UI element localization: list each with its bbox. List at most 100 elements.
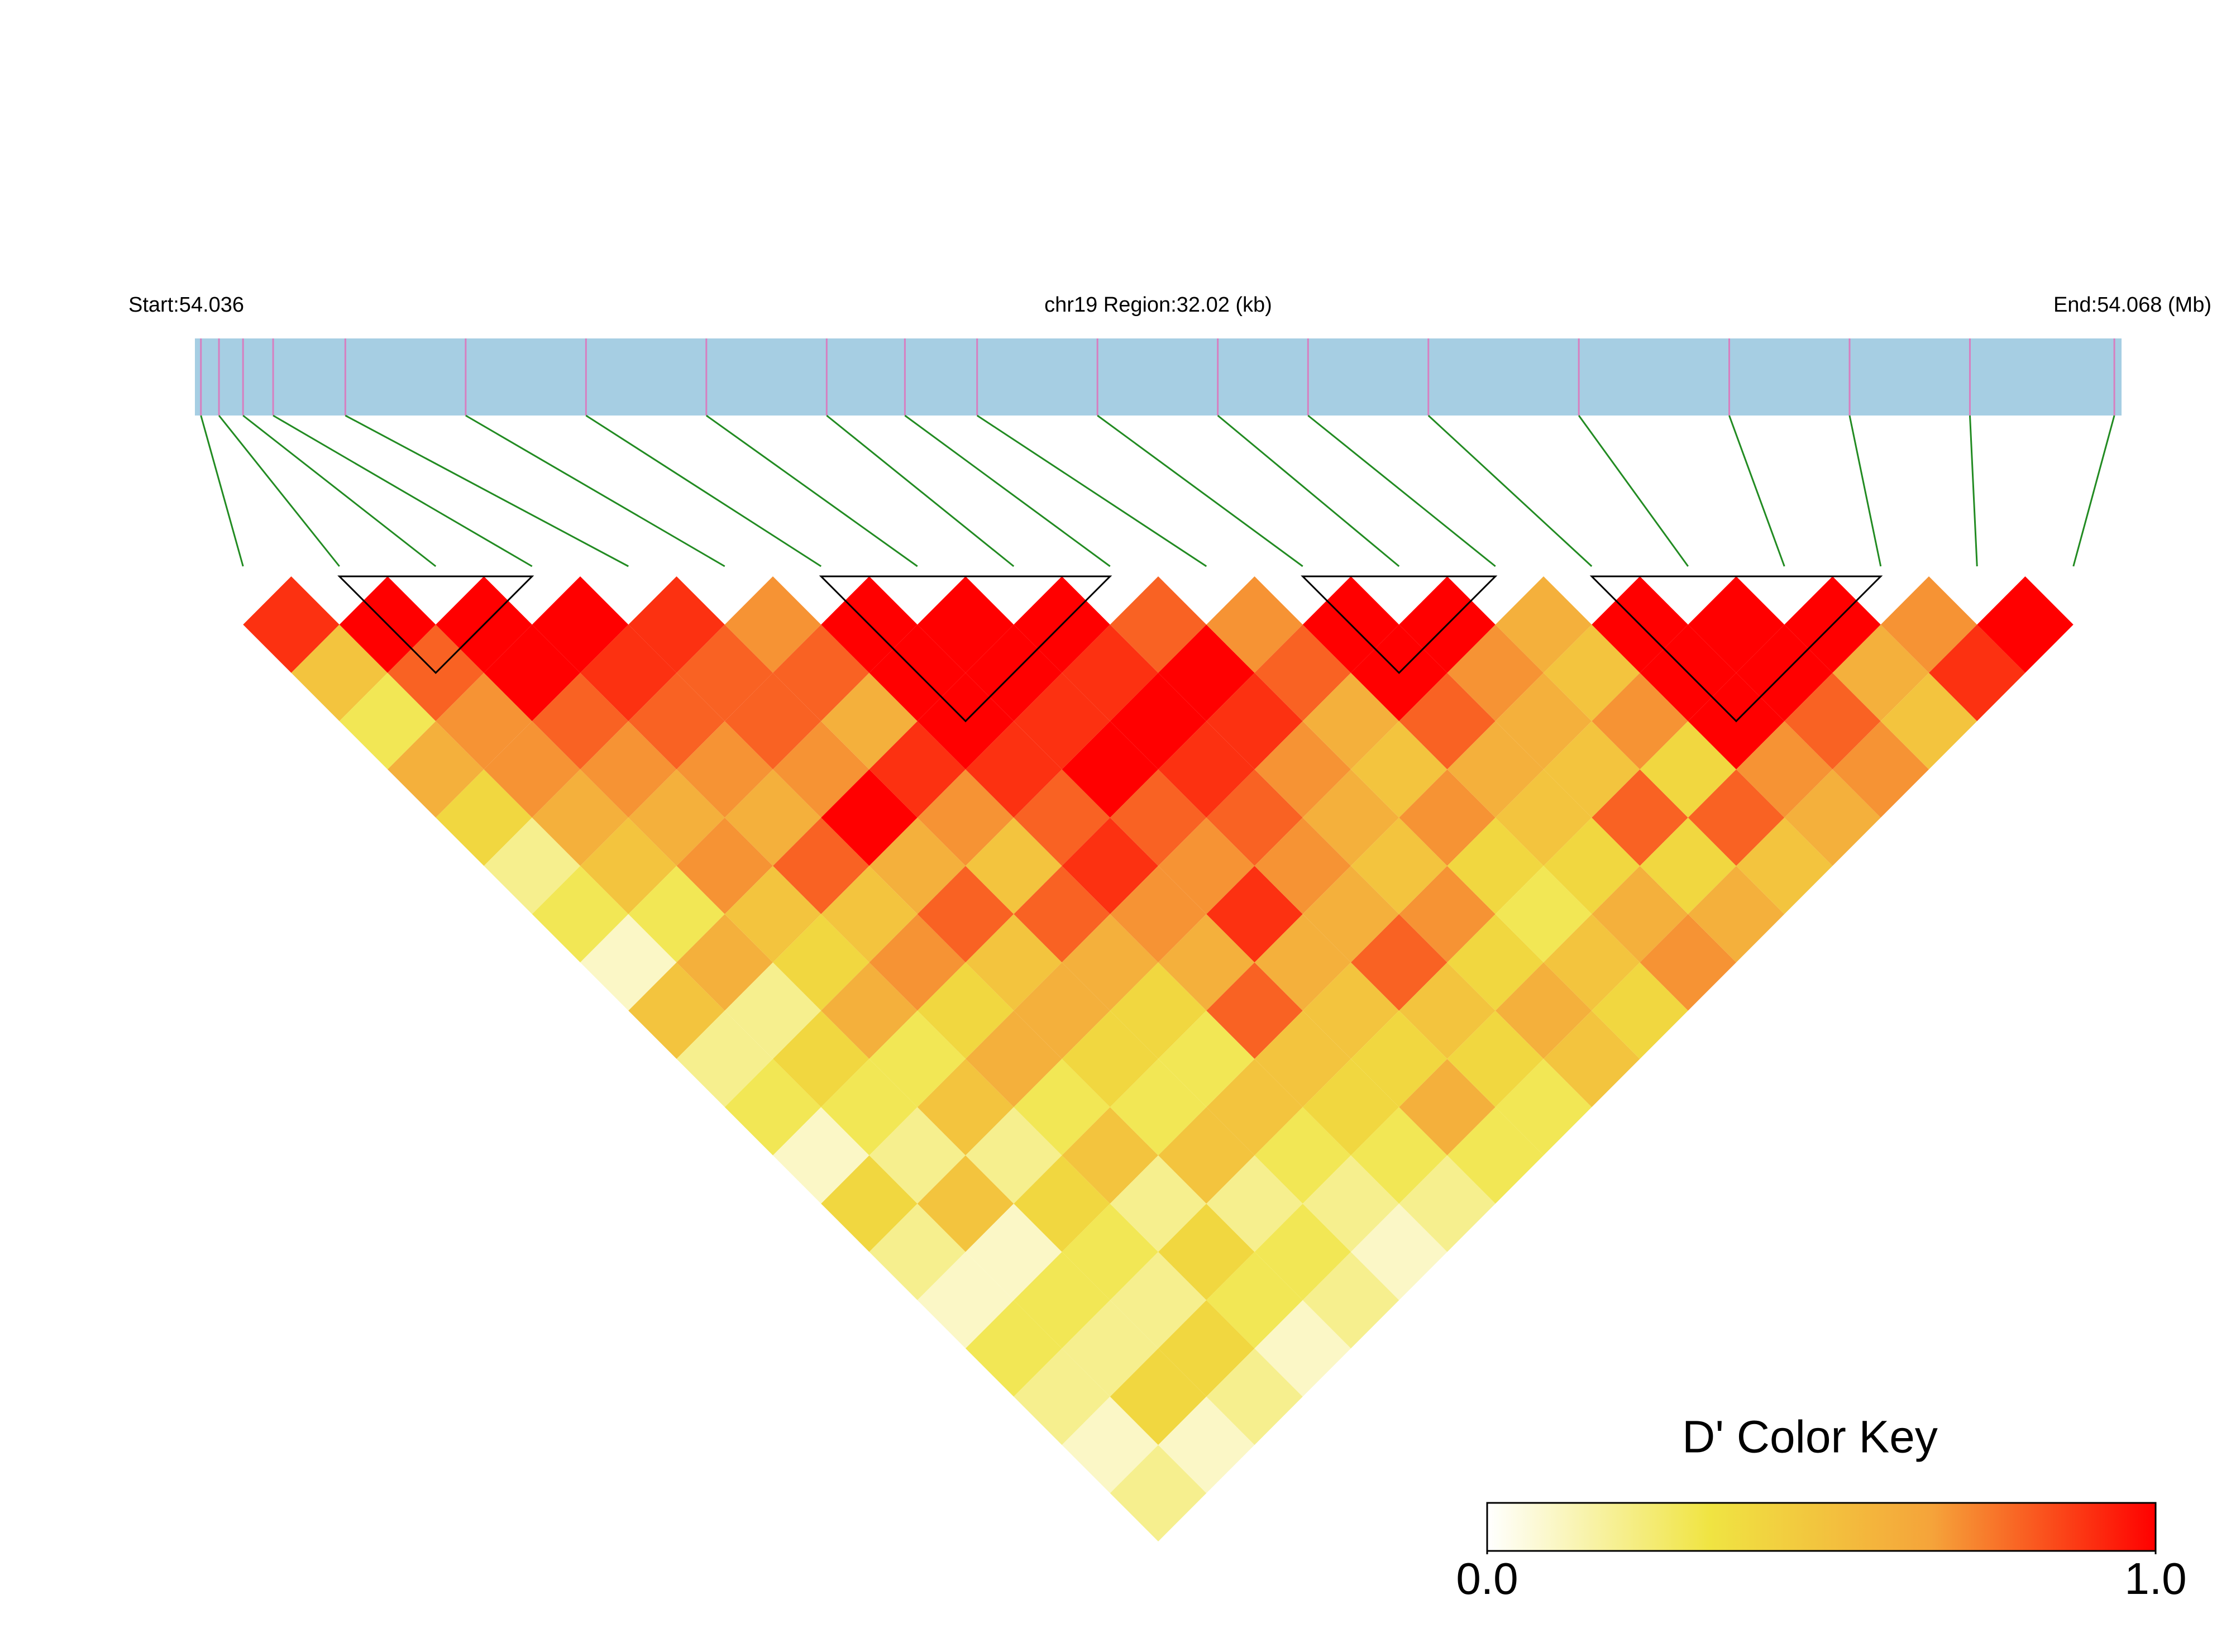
ld-cell xyxy=(1447,818,1544,914)
ld-cell xyxy=(1447,1010,1544,1107)
key-tick-label: 0.0 xyxy=(1456,1554,1518,1603)
ld-cell xyxy=(1832,721,1929,818)
ld-cell xyxy=(676,721,773,818)
end-label: End:54.068 (Mb) xyxy=(2053,293,2211,317)
ld-cell xyxy=(1110,769,1207,866)
region-label: chr19 Region:32.02 (kb) xyxy=(1044,293,1272,317)
ld-cell xyxy=(821,1059,918,1156)
ld-cell xyxy=(1544,1010,1640,1107)
ld-cell xyxy=(917,962,1014,1059)
ld-cell xyxy=(1495,576,1592,673)
ld-cell xyxy=(1110,576,1207,673)
ld-cell xyxy=(628,769,725,866)
ld-cell xyxy=(1447,721,1544,818)
snp-link xyxy=(1578,415,1689,567)
ld-cell xyxy=(724,769,821,866)
key-title: D' Color Key xyxy=(1682,1412,1938,1463)
ld-cell xyxy=(917,576,1014,673)
ld-cell xyxy=(532,769,629,866)
ld-cell xyxy=(1784,769,1881,866)
snp-link xyxy=(705,414,918,567)
ld-cell xyxy=(1688,866,1785,963)
ld-cell xyxy=(966,818,1062,914)
ld-cell xyxy=(1399,769,1496,866)
snp-link xyxy=(242,414,437,567)
ld-cell xyxy=(1254,818,1351,914)
ld-cell xyxy=(243,576,340,673)
ld-cell xyxy=(1302,769,1399,866)
ld-cell xyxy=(1640,818,1736,914)
ld-cell xyxy=(869,721,966,818)
ld-cell xyxy=(628,576,725,673)
start-label: Start:54.036 xyxy=(128,293,244,317)
ld-cell xyxy=(1206,1348,1303,1445)
snp-link xyxy=(976,414,1207,567)
ld-cell xyxy=(1206,576,1303,673)
ld-cell xyxy=(724,576,821,673)
ld-cell xyxy=(1110,1445,1207,1541)
snp-link xyxy=(1728,415,1785,567)
ld-cell xyxy=(966,721,1062,818)
ld-cell xyxy=(1158,721,1255,818)
snp-link xyxy=(200,415,244,567)
ld-cell xyxy=(484,818,580,914)
snp-link xyxy=(1848,415,1882,567)
ld-block xyxy=(337,575,534,674)
snp-link xyxy=(1307,414,1496,567)
snp-link xyxy=(273,414,533,567)
ld-cell xyxy=(1688,769,1785,866)
ld-cell xyxy=(1110,962,1207,1059)
snp-link xyxy=(826,414,1015,567)
snp-link xyxy=(345,414,629,567)
ld-cell xyxy=(773,1010,870,1107)
ld-cell xyxy=(821,769,918,866)
ld-cell xyxy=(1929,624,2025,722)
ld-cell xyxy=(1351,721,1447,818)
snp-link xyxy=(1969,415,1978,567)
snp-link xyxy=(465,414,725,567)
ld-block xyxy=(1589,575,1883,723)
ld-cell xyxy=(1206,962,1303,1059)
ld-cell xyxy=(821,962,918,1059)
ld-cell xyxy=(869,818,966,914)
ld-cell xyxy=(1302,1059,1399,1156)
ld-cell xyxy=(676,818,773,914)
ld-cell xyxy=(773,818,870,914)
ld-cell xyxy=(1495,769,1592,866)
snp-link xyxy=(1217,414,1400,567)
ld-cell xyxy=(676,1010,773,1107)
ld-cell xyxy=(1544,818,1640,914)
ld-cell xyxy=(1592,769,1688,866)
snp-link xyxy=(904,414,1111,567)
ld-cell xyxy=(484,721,580,818)
ld-cell xyxy=(1977,576,2074,673)
region-bar xyxy=(195,338,2122,416)
ld-cell xyxy=(1351,1010,1447,1107)
ld-cell xyxy=(1014,962,1110,1059)
ld-cell xyxy=(1736,818,1833,914)
ld-cell xyxy=(1495,962,1592,1059)
ld-cell xyxy=(628,962,725,1059)
snp-link xyxy=(218,415,340,567)
ld-cell xyxy=(1736,721,1833,818)
snp-link xyxy=(2072,415,2115,567)
ld-cell xyxy=(532,576,629,673)
ld-cell xyxy=(436,769,532,866)
ld-cell xyxy=(1302,962,1399,1059)
key-tick-label: 1.0 xyxy=(2124,1554,2186,1603)
ld-cell xyxy=(724,962,821,1059)
ld-cell xyxy=(1495,1059,1592,1156)
ld-cell xyxy=(1688,576,1785,673)
ld-cell xyxy=(1254,1010,1351,1107)
ld-cell xyxy=(1351,818,1447,914)
ld-cell xyxy=(1206,769,1303,866)
ld-cell xyxy=(1351,1204,1447,1300)
ld-cell xyxy=(388,721,484,818)
snp-link xyxy=(585,414,822,567)
ld-cell xyxy=(724,1059,821,1156)
ld-cell xyxy=(1206,1059,1303,1156)
ld-cell xyxy=(1399,1059,1496,1156)
ld-cell xyxy=(580,818,677,914)
